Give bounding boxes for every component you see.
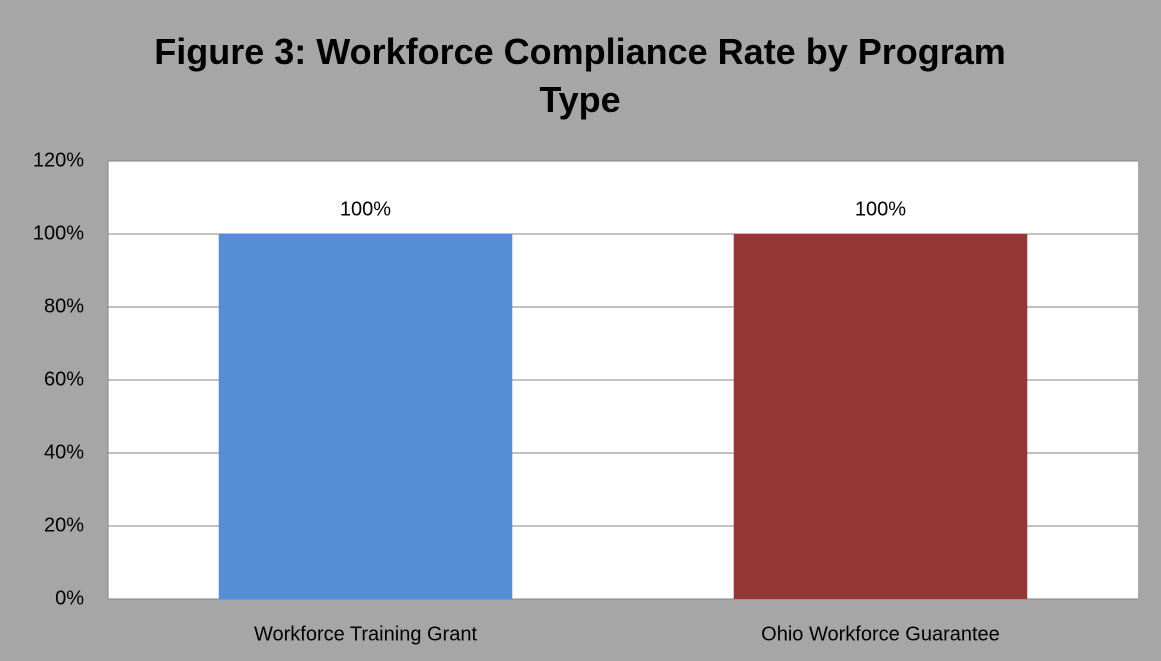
y-tick-label: 80% (44, 295, 84, 317)
bar (733, 234, 1028, 599)
data-label: 100% (855, 198, 906, 220)
y-tick-label: 0% (55, 587, 84, 609)
x-tick-label: Ohio Workforce Guarantee (761, 623, 1000, 645)
x-tick-label: Workforce Training Grant (254, 623, 477, 645)
y-tick-label: 20% (44, 514, 84, 536)
bar (218, 234, 513, 599)
data-label: 100% (340, 198, 391, 220)
chart-title: Figure 3: Workforce Compliance Rate by P… (154, 31, 1006, 120)
y-tick-label: 40% (44, 441, 84, 463)
y-tick-label: 100% (33, 222, 84, 244)
y-tick-label: 60% (44, 368, 84, 390)
y-tick-label: 120% (33, 149, 84, 171)
